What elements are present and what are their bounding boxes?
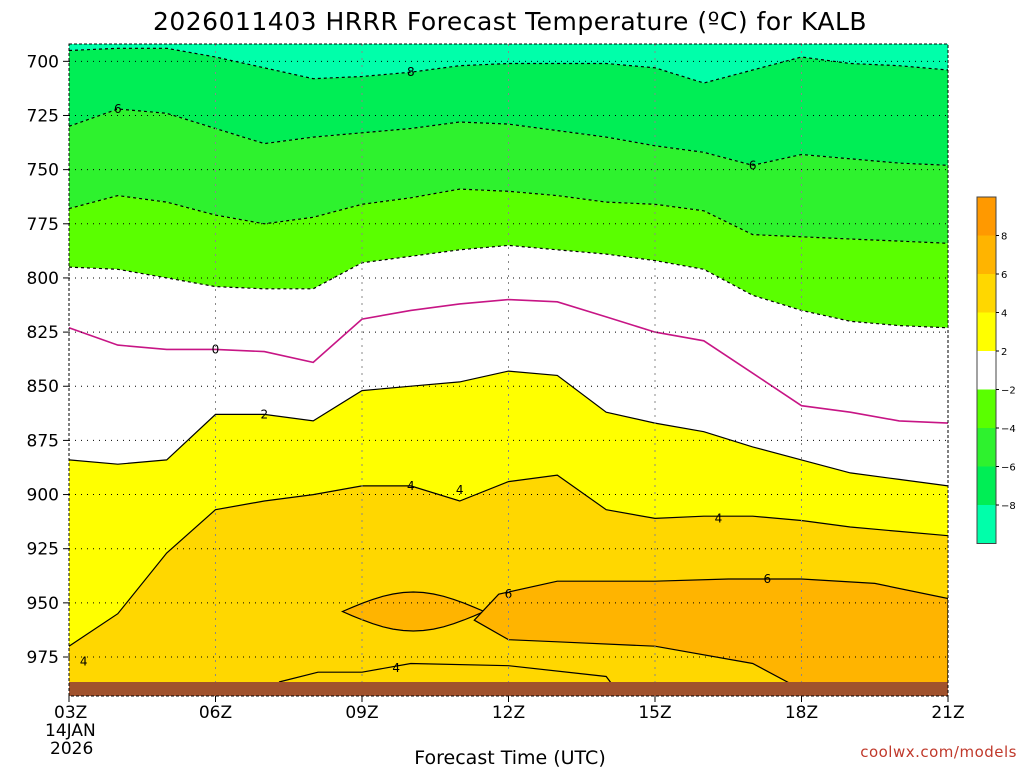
colorbar-label-4: −2 — [1001, 386, 1016, 397]
isotherm-label-extra-2: 4 — [715, 511, 723, 525]
isotherm-labels: 8 6 0 2 4 6 4 4 6 6 4 4 — [80, 65, 771, 675]
fill-band-2 — [69, 189, 948, 328]
y-tick-label-3: 775 — [27, 215, 59, 235]
axes: 700 725 750 775 800 825 850 875 900 925 950 975 03Z 0… — [27, 43, 965, 759]
colorbar-label-6: −6 — [1001, 463, 1016, 474]
x-tick-label-4: 15Z — [638, 703, 671, 723]
x-tick-label-1: 06Z — [199, 703, 232, 723]
isotherm-label-extra-5: 4 — [80, 654, 88, 668]
colorbar-frame — [976, 196, 997, 544]
x-tick-label-5: 18Z — [785, 703, 818, 723]
isotherm-label-extra-0: 6 — [114, 102, 122, 116]
grid-lines — [69, 44, 948, 682]
ground-strip — [69, 682, 948, 696]
isotherm-label-extra-3: 6 — [505, 587, 513, 601]
chart-title: 2026011403 HRRR Forecast Temperature (ºC… — [153, 7, 867, 36]
colorbar-bin-3 — [977, 312, 996, 351]
colorbar-label-7: −8 — [1001, 501, 1016, 512]
isotherm-label-1: 6 — [749, 158, 757, 172]
y-tick-label-6: 850 — [27, 377, 59, 397]
warm-patch-2 — [473, 578, 948, 696]
colorbar-bin-5 — [977, 389, 996, 428]
x-tick-label-3: 12Z — [492, 703, 525, 723]
fill-band-1 — [69, 109, 948, 244]
y-tick-label-7: 875 — [27, 431, 59, 451]
y-tick-label-8: 900 — [27, 486, 59, 506]
x-tick-label-6: 21Z — [931, 703, 964, 723]
colorbar-bin-4 — [977, 351, 996, 390]
isotherm-line-2 — [69, 188, 948, 244]
colorbar-bin-6 — [977, 428, 996, 467]
isotherm-label-extra-6: 4 — [392, 661, 400, 675]
isotherm-label-4: 0 — [212, 342, 220, 356]
x-tick-label-2: 09Z — [345, 703, 378, 723]
isotherm-line-4 — [69, 298, 948, 424]
isotherm-4-low — [278, 662, 622, 696]
colorbar-bin-7 — [977, 466, 996, 505]
x-tick-label-0: 03Z — [54, 703, 87, 723]
fill-band-0 — [69, 48, 948, 166]
fill-band-3 — [69, 245, 948, 424]
x-date-label-year: 2026 — [50, 739, 93, 759]
colorbar-bin-1 — [977, 235, 996, 274]
fill-band-4 — [69, 299, 948, 486]
isotherm-label-6: 4 — [407, 479, 415, 493]
isotherm-label-5: 2 — [261, 407, 269, 421]
colorbar-bin-0 — [977, 197, 996, 236]
colorbar-label-5: −4 — [1001, 424, 1016, 435]
isotherm-label-extra-1: 4 — [456, 483, 464, 497]
colorbar-bin-2 — [977, 274, 996, 313]
y-tick-label-10: 950 — [27, 594, 59, 614]
y-tick-label-11: 975 — [27, 648, 59, 668]
x-axis-label: Forecast Time (UTC) — [414, 747, 605, 768]
x-date-label-day: 14JAN — [45, 721, 96, 741]
y-tick-label-1: 725 — [27, 106, 59, 126]
plot-area: 8 6 0 2 4 6 4 4 6 6 4 4 — [69, 44, 948, 696]
y-tick-label-9: 925 — [27, 540, 59, 560]
colorbar-label-2: 4 — [1001, 309, 1007, 320]
y-tick-label-4: 800 — [27, 269, 59, 289]
colorbar-label-1: 6 — [1001, 270, 1007, 281]
isotherm-label-extra-4: 6 — [763, 572, 771, 586]
isotherm-label-0: 8 — [407, 65, 415, 79]
y-tick-label-5: 825 — [27, 323, 59, 343]
colorbar-label-0: 8 — [1001, 232, 1007, 243]
colorbar: 8 6 4 2 −2 −4 −6 −8 — [976, 196, 1016, 544]
isotherm-line-5 — [69, 370, 948, 487]
colorbar-bin-8 — [977, 505, 996, 544]
y-tick-label-2: 750 — [27, 161, 59, 181]
site-credit[interactable]: coolwx.com/models — [860, 743, 1017, 761]
y-tick-label-0: 700 — [27, 52, 59, 72]
colorbar-label-3: 2 — [1001, 347, 1007, 358]
